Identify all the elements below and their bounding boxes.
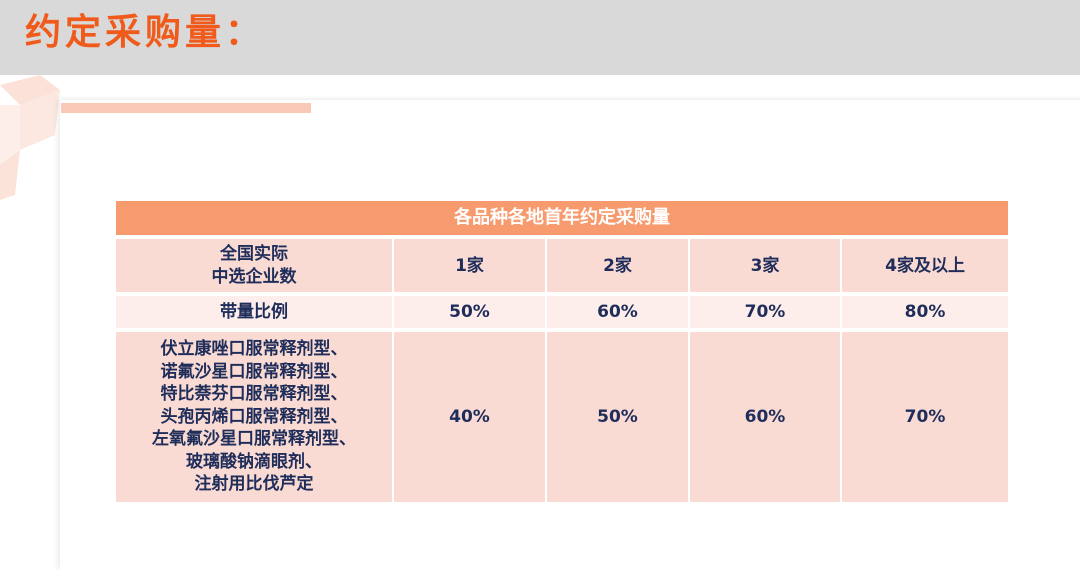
accent-bar (61, 103, 311, 113)
drug-item: 头孢丙烯口服常释剂型、 (160, 406, 348, 427)
drug-item: 注射用比伐芦定 (194, 474, 314, 495)
table-row: 伏立康唑口服常释剂型、 诺氟沙星口服常释剂型、 特比萘芬口服常释剂型、 头孢丙烯… (116, 332, 1009, 502)
table-cell: 70% (690, 296, 842, 332)
drug-item: 特比萘芬口服常释剂型、 (160, 384, 348, 405)
table-cell: 60% (547, 296, 690, 332)
table-cell: 50% (394, 296, 547, 332)
drug-item: 左氧氟沙星口服常释剂型、 (152, 429, 356, 450)
page-title: 约定采购量： (25, 12, 266, 53)
header-label: 全国实际 中选企业数 (116, 239, 394, 296)
drug-item: 玻璃酸钠滴眼剂、 (186, 451, 322, 472)
row-label: 带量比例 (116, 296, 394, 332)
table-row: 带量比例 50% 60% 70% 80% (116, 296, 1009, 332)
table-cell: 50% (547, 332, 690, 502)
header-cell: 4家及以上 (842, 239, 1009, 296)
drug-list: 伏立康唑口服常释剂型、 诺氟沙星口服常释剂型、 特比萘芬口服常释剂型、 头孢丙烯… (116, 332, 394, 502)
title-bar: 约定采购量： (0, 0, 1080, 75)
table-cell: 80% (842, 296, 1009, 332)
drug-item: 诺氟沙星口服常释剂型、 (160, 361, 348, 382)
table-caption-row: 各品种各地首年约定采购量 (116, 201, 1009, 239)
table-cell: 70% (842, 332, 1009, 502)
table-caption: 各品种各地首年约定采购量 (116, 201, 1009, 239)
header-cell: 1家 (394, 239, 547, 296)
header-cell: 2家 (547, 239, 690, 296)
decorative-cubes (0, 75, 60, 200)
table-cell: 60% (690, 332, 842, 502)
table-header-row: 全国实际 中选企业数 1家 2家 3家 4家及以上 (116, 239, 1009, 296)
drug-item: 伏立康唑口服常释剂型、 (160, 339, 348, 360)
procurement-table: 各品种各地首年约定采购量 全国实际 中选企业数 1家 2家 3家 4家及以上 带量… (116, 201, 1009, 502)
table-cell: 40% (394, 332, 547, 502)
header-cell: 3家 (690, 239, 842, 296)
